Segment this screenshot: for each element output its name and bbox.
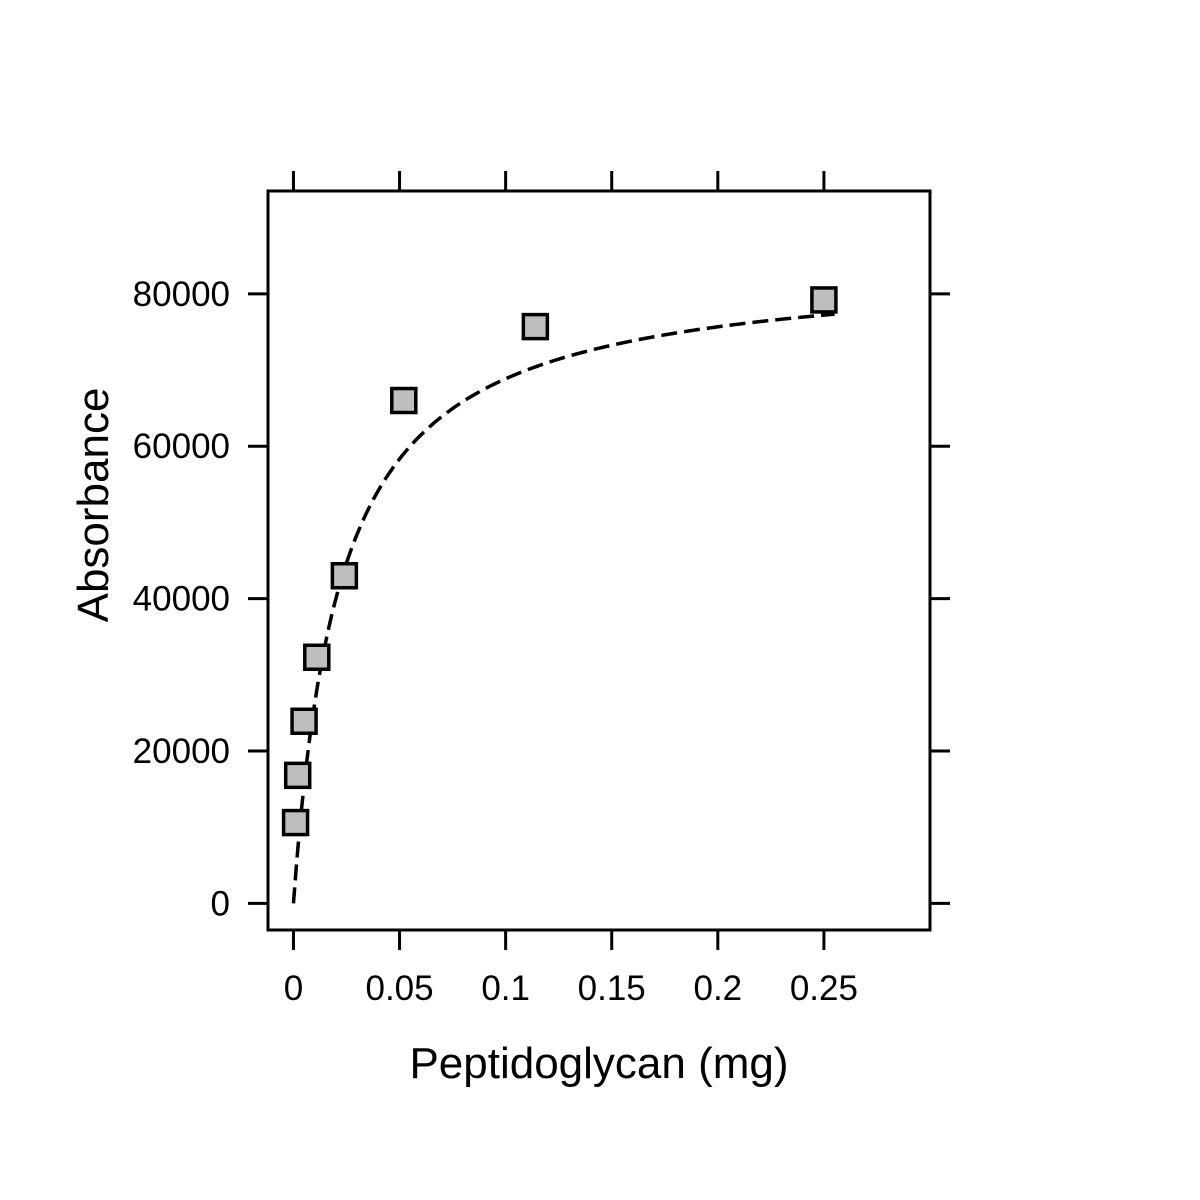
- y-tick-label: 40000: [133, 580, 230, 619]
- x-axis-title: Peptidoglycan (mg): [409, 1039, 788, 1088]
- x-axis-top: [291, 171, 826, 191]
- data-point: [290, 707, 318, 736]
- x-tick-label: 0.05: [365, 969, 433, 1008]
- x-tick-label: 0.25: [790, 969, 858, 1008]
- x-tick-label: 0.1: [481, 969, 530, 1008]
- x-axis-bottom: 0 0.05 0.1 0.15 0.2 0.25: [284, 930, 858, 1008]
- x-tick-label: 0.2: [693, 969, 742, 1008]
- data-point: [521, 312, 550, 341]
- fit-curve: [291, 312, 835, 904]
- data-point: [390, 386, 418, 415]
- y-axis-title: Absorbance: [69, 388, 118, 623]
- y-tick-label: 20000: [133, 732, 230, 771]
- plot-frame: [266, 189, 932, 932]
- y-tick-label: 60000: [133, 427, 230, 466]
- data-point: [330, 561, 359, 590]
- data-point: [303, 643, 331, 672]
- data-point: [283, 761, 312, 790]
- data-point: [281, 808, 310, 837]
- x-tick-label: 0.15: [578, 969, 646, 1008]
- data-point: [810, 286, 838, 314]
- y-axis-left: 0 20000 40000 60000 80000: [133, 275, 268, 923]
- x-tick-label: 0: [284, 969, 303, 1008]
- y-tick-label: 80000: [133, 275, 230, 314]
- y-axis-right: [930, 292, 950, 905]
- data-points: [281, 286, 838, 837]
- y-tick-label: 0: [211, 884, 230, 923]
